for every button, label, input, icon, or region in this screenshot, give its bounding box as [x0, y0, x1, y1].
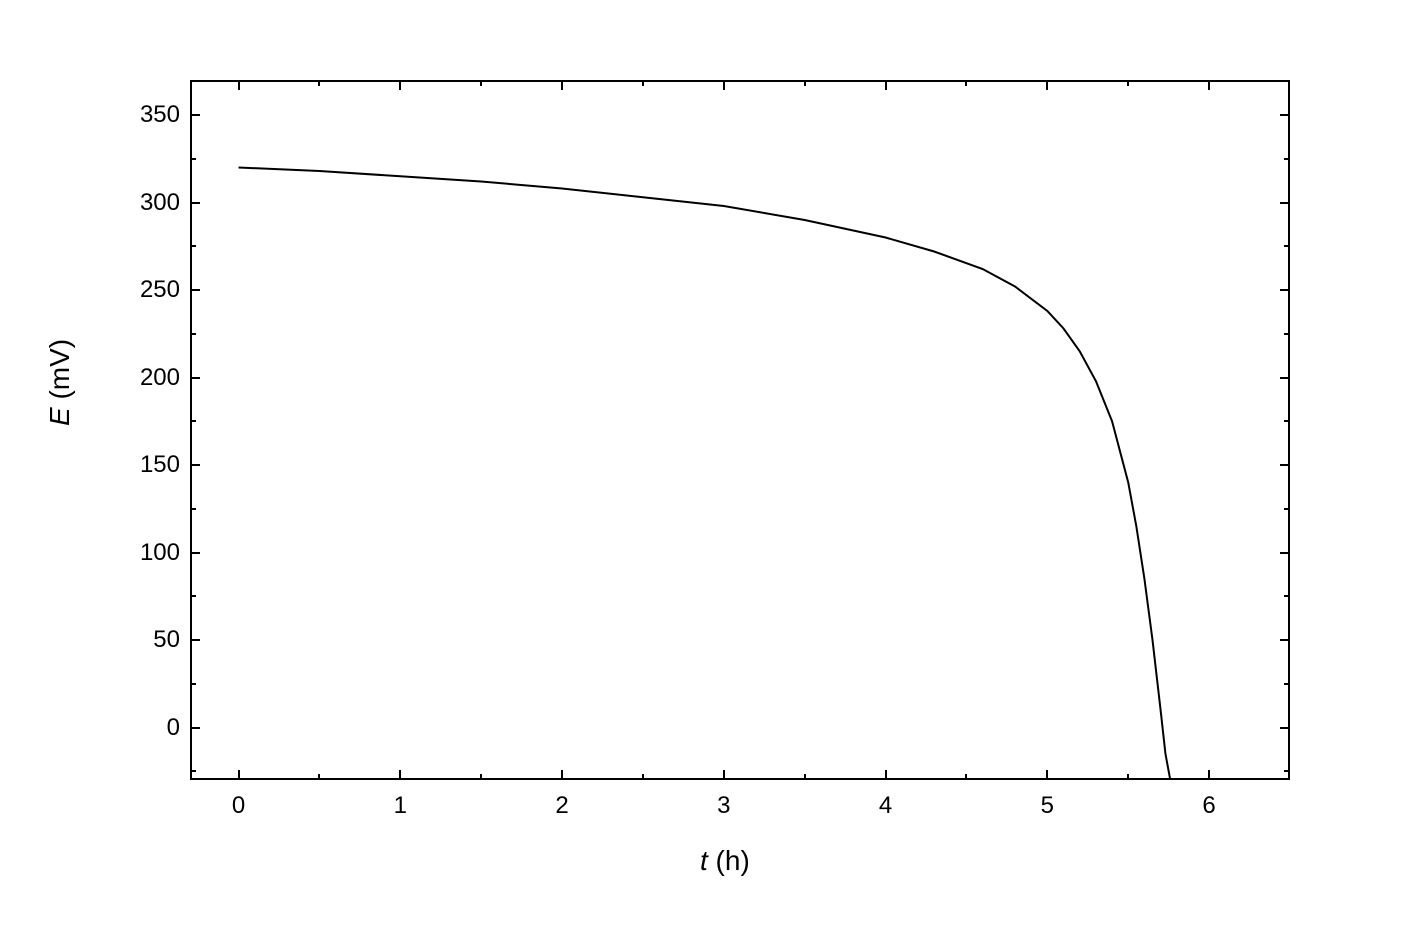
y-tick-major	[1280, 464, 1290, 466]
y-tick-minor	[190, 595, 196, 597]
y-axis-label: E (mV)	[44, 339, 76, 426]
y-tick-major	[190, 464, 200, 466]
x-tick-minor	[804, 774, 806, 780]
y-tick-major	[1280, 552, 1290, 554]
y-tick-major	[1280, 639, 1290, 641]
y-tick-major	[190, 639, 200, 641]
x-tick-major	[885, 770, 887, 780]
x-axis-label: t (h)	[700, 845, 750, 877]
x-tick-label: 3	[717, 792, 730, 820]
y-tick-minor	[190, 245, 196, 247]
x-tick-major	[723, 80, 725, 90]
x-tick-major	[1208, 770, 1210, 780]
y-tick-label: 50	[153, 626, 180, 654]
y-axis-var: E	[44, 407, 75, 426]
x-tick-minor	[965, 80, 967, 86]
x-tick-label: 2	[555, 792, 568, 820]
x-tick-label: 1	[394, 792, 407, 820]
y-tick-label: 300	[140, 189, 180, 217]
y-tick-label: 0	[167, 714, 180, 742]
x-tick-minor	[642, 80, 644, 86]
x-axis-var: t	[700, 845, 708, 876]
y-tick-minor	[190, 770, 196, 772]
y-tick-minor	[190, 333, 196, 335]
y-tick-minor	[1284, 245, 1290, 247]
y-tick-label: 200	[140, 364, 180, 392]
x-tick-minor	[804, 80, 806, 86]
x-tick-minor	[642, 774, 644, 780]
y-tick-label: 350	[140, 101, 180, 129]
y-tick-major	[190, 202, 200, 204]
x-tick-minor	[318, 774, 320, 780]
x-tick-minor	[1127, 774, 1129, 780]
y-tick-minor	[1284, 595, 1290, 597]
x-tick-major	[561, 770, 563, 780]
y-tick-major	[1280, 727, 1290, 729]
y-tick-major	[1280, 202, 1290, 204]
x-tick-major	[238, 80, 240, 90]
x-tick-label: 5	[1041, 792, 1054, 820]
x-tick-major	[723, 770, 725, 780]
x-tick-major	[885, 80, 887, 90]
x-tick-major	[561, 80, 563, 90]
y-tick-major	[1280, 289, 1290, 291]
y-tick-minor	[1284, 683, 1290, 685]
y-tick-major	[190, 377, 200, 379]
y-tick-label: 150	[140, 451, 180, 479]
y-tick-major	[190, 114, 200, 116]
y-tick-minor	[1284, 770, 1290, 772]
x-tick-major	[399, 80, 401, 90]
x-tick-label: 6	[1202, 792, 1215, 820]
y-tick-label: 250	[140, 276, 180, 304]
y-tick-label: 100	[140, 539, 180, 567]
x-tick-major	[399, 770, 401, 780]
x-tick-major	[1208, 80, 1210, 90]
x-tick-minor	[480, 80, 482, 86]
x-tick-major	[238, 770, 240, 780]
x-tick-label: 0	[232, 792, 245, 820]
y-tick-major	[1280, 377, 1290, 379]
y-tick-minor	[190, 683, 196, 685]
data-curve	[190, 80, 1290, 780]
y-tick-major	[1280, 114, 1290, 116]
x-tick-minor	[318, 80, 320, 86]
y-tick-major	[190, 552, 200, 554]
y-tick-minor	[1284, 420, 1290, 422]
y-tick-major	[190, 289, 200, 291]
y-tick-minor	[1284, 333, 1290, 335]
y-tick-major	[190, 727, 200, 729]
x-tick-major	[1046, 80, 1048, 90]
x-tick-minor	[480, 774, 482, 780]
y-tick-minor	[1284, 158, 1290, 160]
x-tick-major	[1046, 770, 1048, 780]
y-tick-minor	[1284, 508, 1290, 510]
x-axis-unit: (h)	[708, 845, 750, 876]
x-tick-minor	[1127, 80, 1129, 86]
chart-container: E (mV) t (h) 050100150200250300350012345…	[60, 30, 1360, 900]
y-tick-minor	[190, 508, 196, 510]
y-axis-unit: (mV)	[44, 339, 75, 407]
y-tick-minor	[190, 420, 196, 422]
x-tick-minor	[965, 774, 967, 780]
x-tick-label: 4	[879, 792, 892, 820]
y-tick-minor	[190, 158, 196, 160]
